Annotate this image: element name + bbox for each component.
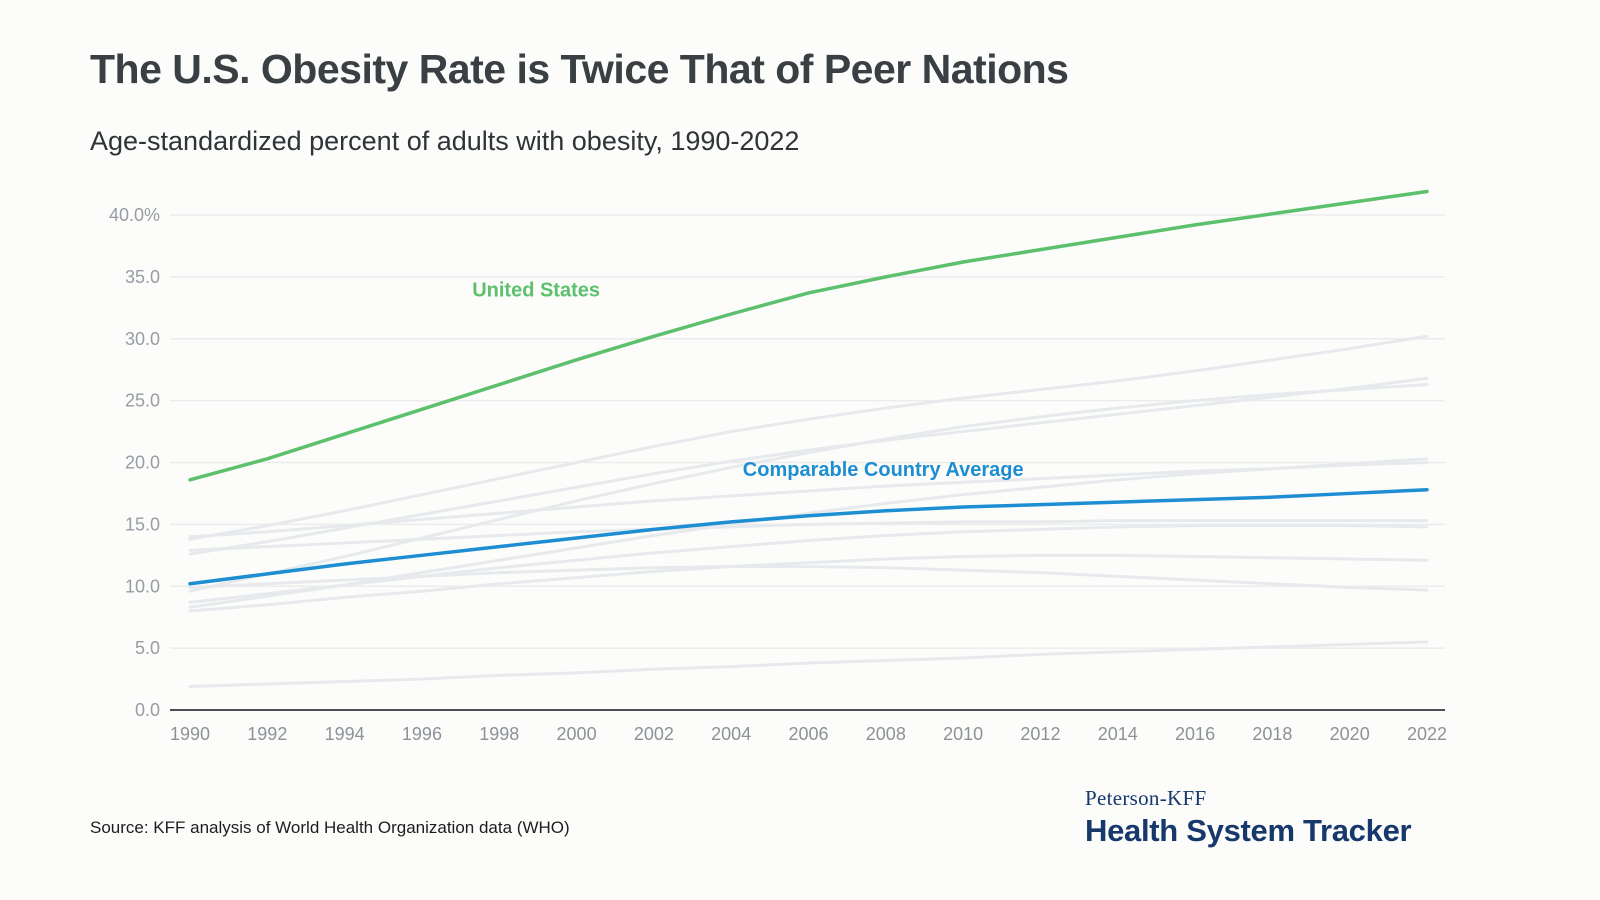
x-tick-label: 2002	[634, 724, 674, 744]
x-tick-label: 2000	[557, 724, 597, 744]
y-tick-label: 20.0	[125, 453, 160, 473]
x-tick-label: 2006	[788, 724, 828, 744]
x-tick-label: 2018	[1252, 724, 1292, 744]
series-line-peer-country-5	[188, 461, 1429, 539]
series-line-peer-country-1	[188, 334, 1429, 541]
x-tick-label: 1990	[170, 724, 210, 744]
series-line-peer-country-2	[188, 376, 1429, 556]
series-line-peer-country-6	[188, 519, 1429, 552]
y-tick-label: 0.0	[135, 700, 160, 720]
series-line-peer-country-9	[188, 564, 1429, 592]
series-line-peer-country-10	[188, 640, 1429, 688]
y-tick-label: 25.0	[125, 391, 160, 411]
y-tick-label: 15.0	[125, 514, 160, 534]
y-tick-label: 35.0	[125, 267, 160, 287]
source-note: Source: KFF analysis of World Health Org…	[90, 818, 570, 837]
x-tick-label: 1992	[247, 724, 287, 744]
series-label-comparable-country-average: Comparable Country Average	[743, 459, 1024, 481]
logo-peterson-kff-text: Peterson-KFF	[1085, 786, 1207, 810]
x-tick-label: 2022	[1407, 724, 1447, 744]
peterson-kff-logo: Peterson-KFF Health System Tracker	[1085, 786, 1412, 849]
series-line-united-states	[188, 189, 1429, 482]
y-tick-label: 5.0	[135, 638, 160, 658]
x-tick-label: 1994	[325, 724, 365, 744]
series-line-peer-country-3	[188, 383, 1429, 593]
x-tick-label: 2020	[1330, 724, 1370, 744]
x-tick-label: 2012	[1020, 724, 1060, 744]
y-tick-label: 40.0%	[109, 205, 160, 225]
y-tick-label: 10.0	[125, 576, 160, 596]
x-tick-label: 1998	[479, 724, 519, 744]
x-tick-label: 2010	[943, 724, 983, 744]
x-tick-label: 2014	[1098, 724, 1138, 744]
x-tick-label: 2004	[711, 724, 751, 744]
chart-subtitle: Age-standardized percent of adults with …	[90, 126, 800, 156]
x-tick-label: 2008	[866, 724, 906, 744]
series-line-comparable-country-average	[188, 487, 1429, 586]
x-tick-label: 1996	[402, 724, 442, 744]
logo-health-system-tracker-text: Health System Tracker	[1085, 813, 1412, 848]
series-line-peer-country-8	[188, 553, 1429, 613]
x-tick-label: 2016	[1175, 724, 1215, 744]
page-title: The U.S. Obesity Rate is Twice That of P…	[90, 46, 1069, 92]
series-line-peer-country-7	[188, 524, 1429, 604]
y-tick-label: 30.0	[125, 329, 160, 349]
series-label-united-states: United States	[472, 280, 600, 302]
